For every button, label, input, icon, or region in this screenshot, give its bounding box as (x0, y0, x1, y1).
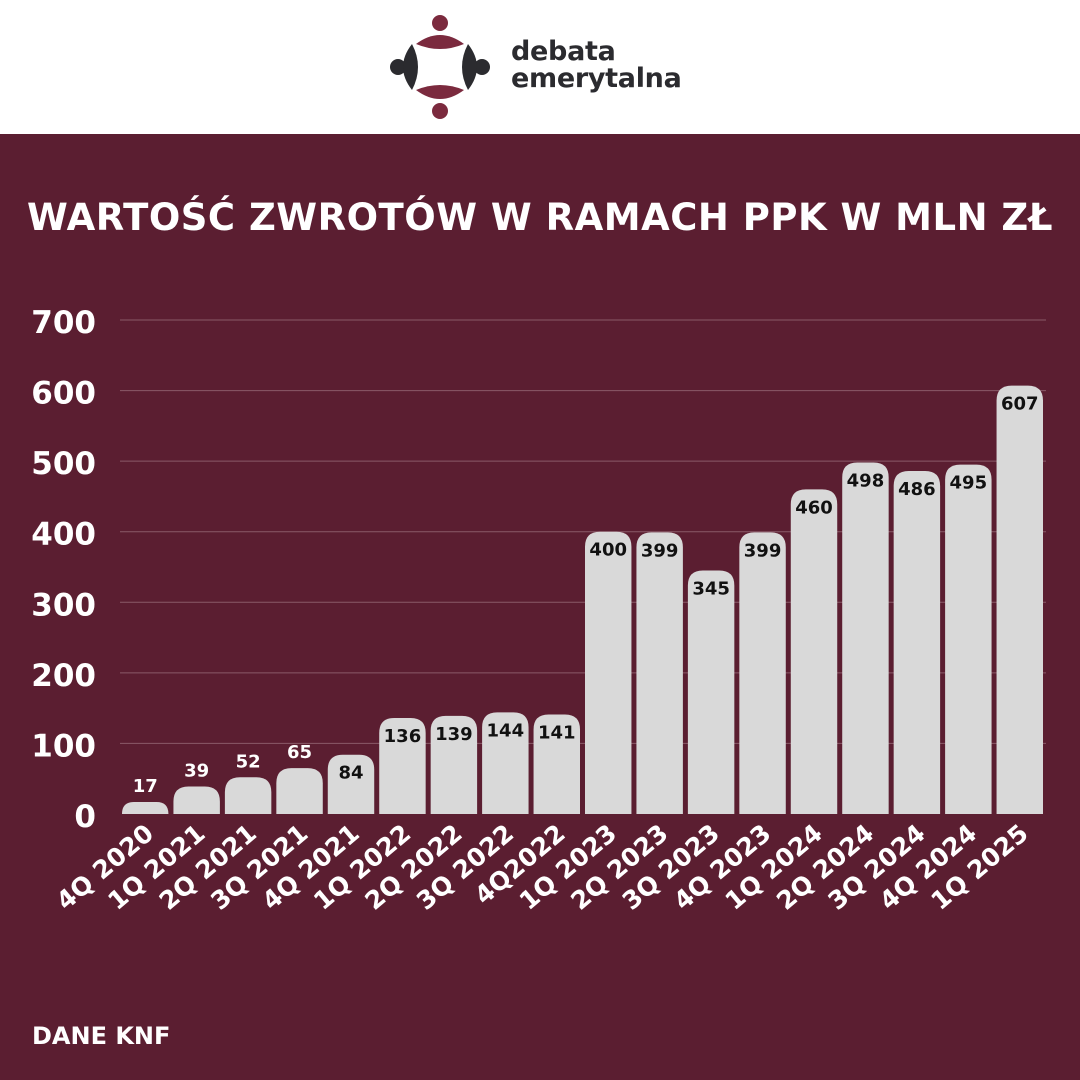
bar-value-label: 460 (795, 497, 833, 518)
brand-name-line1: debata (511, 36, 616, 67)
bar (276, 768, 323, 814)
brand-name-line2: emerytalna (511, 63, 682, 94)
bar-value-label: 144 (487, 720, 525, 741)
bar-value-label: 399 (641, 540, 679, 561)
bar-value-label: 486 (898, 479, 936, 500)
bar-value-label: 399 (744, 540, 782, 561)
bar (482, 712, 529, 814)
bar-value-label: 65 (287, 742, 312, 763)
bar-value-label: 345 (692, 579, 730, 600)
chart-title: WARTOŚĆ ZWROTÓW W RAMACH PPK W MLN ZŁ (26, 196, 1054, 239)
bar-value-label: 52 (236, 751, 261, 772)
bar-value-label: 498 (847, 471, 885, 492)
y-tick-label: 100 (31, 728, 96, 764)
bar (224, 777, 272, 814)
bar (996, 385, 1043, 814)
bar (687, 570, 735, 814)
bar-value-label: 400 (589, 540, 627, 561)
bar (790, 489, 838, 814)
bar-value-label: 17 (133, 776, 158, 797)
bar-value-label: 139 (435, 724, 473, 745)
y-tick-label: 700 (31, 305, 96, 341)
bar (533, 714, 580, 814)
y-tick-label: 600 (31, 376, 96, 412)
y-tick-label: 300 (31, 587, 96, 623)
y-tick-label: 400 (31, 517, 96, 553)
bar (379, 718, 426, 814)
bar (739, 532, 786, 814)
y-tick-label: 500 (31, 446, 96, 482)
bar-value-label: 495 (950, 473, 988, 494)
bar-value-label: 84 (338, 763, 363, 784)
bar (842, 462, 889, 814)
source-note: DANE KNF (32, 1022, 171, 1050)
people-circle-logo-icon (390, 15, 490, 119)
bar (430, 715, 478, 814)
bar-value-label: 39 (184, 760, 209, 781)
bar-value-label: 607 (1001, 394, 1039, 415)
bar (636, 532, 683, 814)
bar-value-label: 136 (384, 726, 422, 747)
brand-name: debata emerytalna (511, 38, 682, 92)
bar-value-label: 141 (538, 722, 576, 743)
y-tick-label: 200 (31, 658, 96, 694)
y-tick-label: 0 (74, 799, 96, 835)
bar (893, 471, 941, 814)
header-banner: debata emerytalna (0, 0, 1080, 134)
bar (173, 786, 220, 814)
bar (945, 464, 992, 814)
bar (122, 802, 169, 814)
bar (327, 754, 375, 814)
bar (585, 531, 632, 814)
